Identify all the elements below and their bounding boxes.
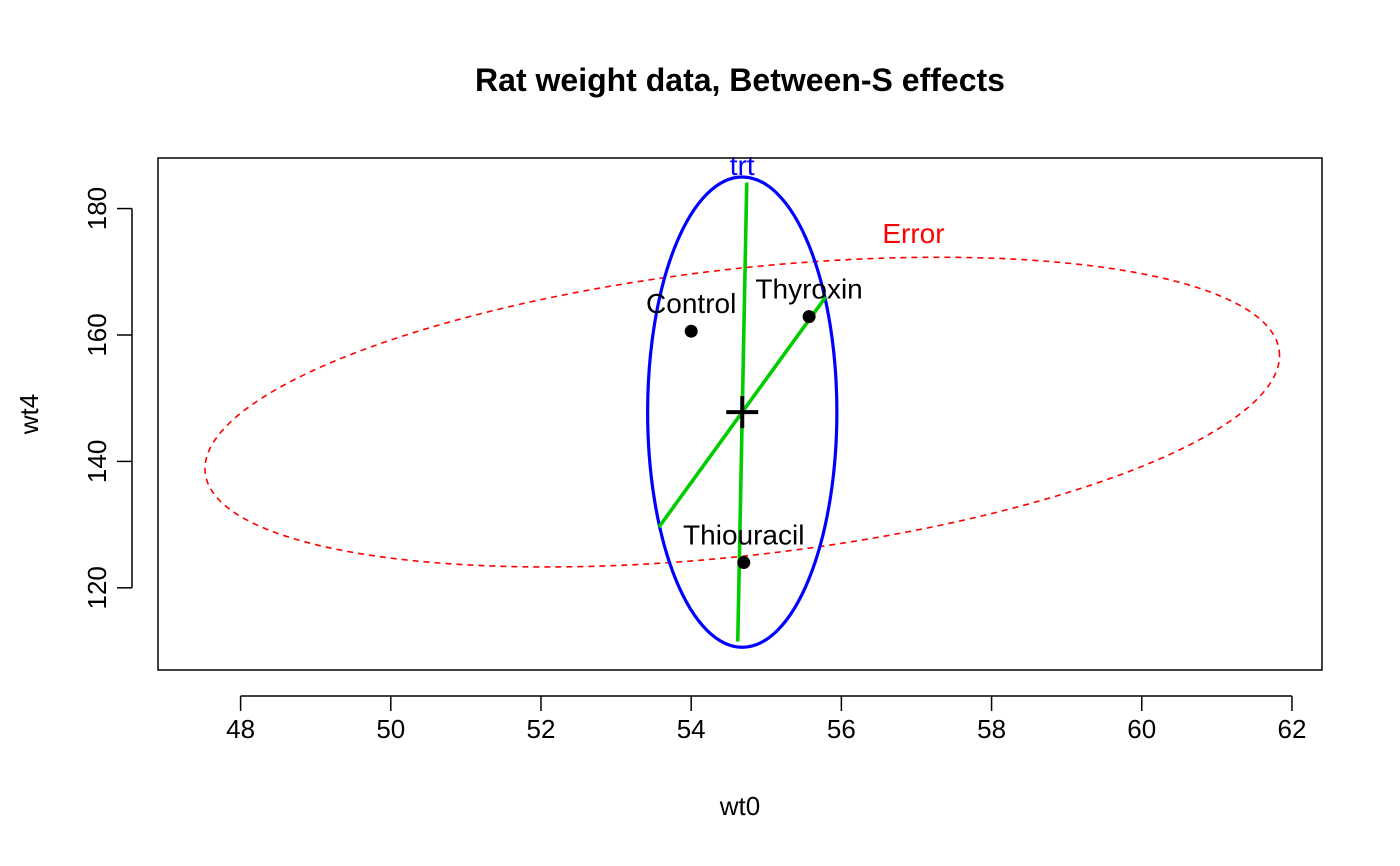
trt-ellipse — [646, 175, 839, 649]
x-tick-label: 58 — [977, 714, 1006, 744]
x-tick-label: 56 — [827, 714, 856, 744]
point-label-control: Control — [646, 288, 736, 319]
error-ellipse-label: Error — [882, 218, 944, 249]
point-thyroxin — [802, 310, 816, 324]
error-ellipse — [204, 256, 1281, 568]
point-label-thyroxin: Thyroxin — [755, 274, 862, 305]
chart-title: Rat weight data, Between-S effects — [475, 62, 1005, 98]
x-tick-label: 60 — [1127, 714, 1156, 744]
y-tick-label: 120 — [82, 566, 112, 609]
x-tick-label: 48 — [226, 714, 255, 744]
x-tick-label: 52 — [527, 714, 556, 744]
x-tick-label: 62 — [1278, 714, 1307, 744]
x-axis: 48 50 52 54 56 58 60 62 — [226, 695, 1307, 744]
x-tick-label: 54 — [677, 714, 706, 744]
point-control — [684, 324, 698, 338]
point-label-thiouracil: Thiouracil — [683, 520, 804, 551]
y-tick-label: 160 — [82, 313, 112, 356]
plot-frame — [157, 157, 1323, 671]
trt-ellipse-label: trt — [730, 150, 755, 181]
plot-area: Error trt Control Thyroxin Thiouracil — [204, 150, 1281, 649]
x-tick-label: 50 — [376, 714, 405, 744]
y-tick-label: 180 — [82, 187, 112, 230]
x-axis-label: wt0 — [719, 791, 760, 821]
y-axis: 120 140 160 180 — [82, 187, 133, 610]
point-thiouracil — [737, 556, 751, 570]
y-tick-label: 140 — [82, 440, 112, 483]
y-axis-label: wt4 — [14, 394, 44, 435]
